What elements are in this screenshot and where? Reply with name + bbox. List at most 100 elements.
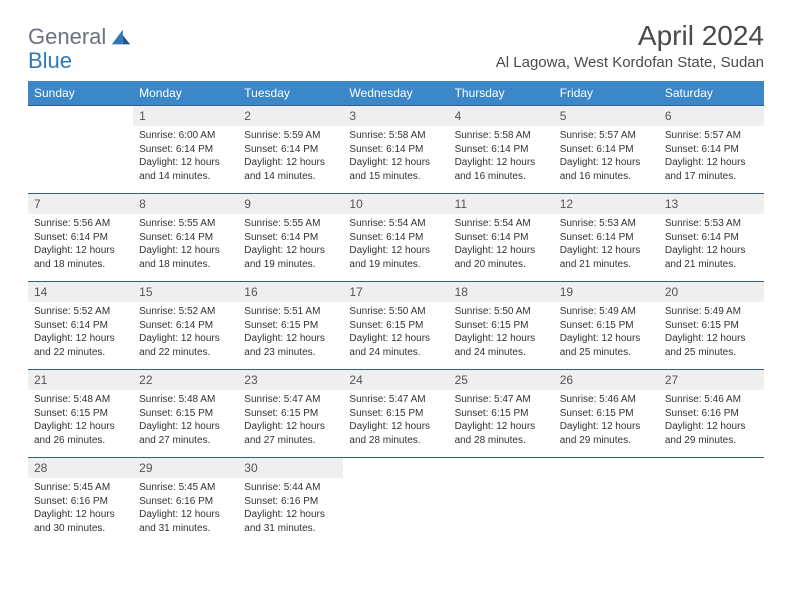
day-number: 19 — [554, 281, 659, 302]
day-number: 13 — [659, 193, 764, 214]
brand-text-general: General — [28, 24, 106, 50]
day-details: Sunrise: 5:59 AMSunset: 6:14 PMDaylight:… — [238, 126, 343, 189]
day-number-empty — [659, 457, 764, 477]
day-number: 27 — [659, 369, 764, 390]
day-details: Sunrise: 5:55 AMSunset: 6:14 PMDaylight:… — [238, 214, 343, 277]
day-number: 4 — [449, 105, 554, 126]
day-number: 25 — [449, 369, 554, 390]
calendar-cell: 2Sunrise: 5:59 AMSunset: 6:14 PMDaylight… — [238, 105, 343, 193]
calendar-cell: 21Sunrise: 5:48 AMSunset: 6:15 PMDayligh… — [28, 369, 133, 457]
day-details: Sunrise: 5:58 AMSunset: 6:14 PMDaylight:… — [343, 126, 448, 189]
calendar-cell — [449, 457, 554, 545]
day-number: 15 — [133, 281, 238, 302]
calendar-cell: 14Sunrise: 5:52 AMSunset: 6:14 PMDayligh… — [28, 281, 133, 369]
calendar-cell: 5Sunrise: 5:57 AMSunset: 6:14 PMDaylight… — [554, 105, 659, 193]
day-number: 6 — [659, 105, 764, 126]
day-number: 11 — [449, 193, 554, 214]
calendar-row: 1Sunrise: 6:00 AMSunset: 6:14 PMDaylight… — [28, 105, 764, 193]
calendar-cell: 11Sunrise: 5:54 AMSunset: 6:14 PMDayligh… — [449, 193, 554, 281]
day-number: 26 — [554, 369, 659, 390]
day-number: 16 — [238, 281, 343, 302]
day-number-empty — [554, 457, 659, 477]
weekday-monday: Monday — [133, 81, 238, 105]
calendar-cell: 13Sunrise: 5:53 AMSunset: 6:14 PMDayligh… — [659, 193, 764, 281]
calendar-cell: 27Sunrise: 5:46 AMSunset: 6:16 PMDayligh… — [659, 369, 764, 457]
calendar-cell: 3Sunrise: 5:58 AMSunset: 6:14 PMDaylight… — [343, 105, 448, 193]
brand-text-blue: Blue — [28, 48, 72, 73]
calendar-table: Sunday Monday Tuesday Wednesday Thursday… — [28, 81, 764, 545]
calendar-cell: 6Sunrise: 5:57 AMSunset: 6:14 PMDaylight… — [659, 105, 764, 193]
day-number: 23 — [238, 369, 343, 390]
day-details: Sunrise: 5:47 AMSunset: 6:15 PMDaylight:… — [343, 390, 448, 453]
brand-text-blue-wrap: Blue — [28, 48, 72, 74]
day-number-empty — [343, 457, 448, 477]
calendar-body: 1Sunrise: 6:00 AMSunset: 6:14 PMDaylight… — [28, 105, 764, 545]
calendar-cell: 12Sunrise: 5:53 AMSunset: 6:14 PMDayligh… — [554, 193, 659, 281]
weekday-header-row: Sunday Monday Tuesday Wednesday Thursday… — [28, 81, 764, 105]
day-details: Sunrise: 5:52 AMSunset: 6:14 PMDaylight:… — [133, 302, 238, 365]
day-number: 29 — [133, 457, 238, 478]
weekday-wednesday: Wednesday — [343, 81, 448, 105]
calendar-row: 28Sunrise: 5:45 AMSunset: 6:16 PMDayligh… — [28, 457, 764, 545]
day-details: Sunrise: 5:56 AMSunset: 6:14 PMDaylight:… — [28, 214, 133, 277]
day-details: Sunrise: 5:44 AMSunset: 6:16 PMDaylight:… — [238, 478, 343, 541]
day-details: Sunrise: 5:46 AMSunset: 6:16 PMDaylight:… — [659, 390, 764, 453]
day-details: Sunrise: 5:51 AMSunset: 6:15 PMDaylight:… — [238, 302, 343, 365]
day-number: 21 — [28, 369, 133, 390]
calendar-cell: 30Sunrise: 5:44 AMSunset: 6:16 PMDayligh… — [238, 457, 343, 545]
day-details: Sunrise: 5:54 AMSunset: 6:14 PMDaylight:… — [449, 214, 554, 277]
calendar-cell: 15Sunrise: 5:52 AMSunset: 6:14 PMDayligh… — [133, 281, 238, 369]
day-details: Sunrise: 5:49 AMSunset: 6:15 PMDaylight:… — [659, 302, 764, 365]
day-number: 17 — [343, 281, 448, 302]
day-details: Sunrise: 5:47 AMSunset: 6:15 PMDaylight:… — [449, 390, 554, 453]
calendar-cell: 16Sunrise: 5:51 AMSunset: 6:15 PMDayligh… — [238, 281, 343, 369]
calendar-cell: 8Sunrise: 5:55 AMSunset: 6:14 PMDaylight… — [133, 193, 238, 281]
day-number: 7 — [28, 193, 133, 214]
weekday-friday: Friday — [554, 81, 659, 105]
calendar-row: 14Sunrise: 5:52 AMSunset: 6:14 PMDayligh… — [28, 281, 764, 369]
day-details: Sunrise: 5:45 AMSunset: 6:16 PMDaylight:… — [28, 478, 133, 541]
day-number: 22 — [133, 369, 238, 390]
day-details: Sunrise: 5:57 AMSunset: 6:14 PMDaylight:… — [659, 126, 764, 189]
header: General April 2024 Al Lagowa, West Kordo… — [28, 20, 764, 71]
weekday-sunday: Sunday — [28, 81, 133, 105]
day-details: Sunrise: 5:48 AMSunset: 6:15 PMDaylight:… — [133, 390, 238, 453]
calendar-cell — [343, 457, 448, 545]
day-number: 14 — [28, 281, 133, 302]
day-number: 10 — [343, 193, 448, 214]
month-year: April 2024 — [496, 20, 764, 52]
calendar-cell: 9Sunrise: 5:55 AMSunset: 6:14 PMDaylight… — [238, 193, 343, 281]
day-number: 5 — [554, 105, 659, 126]
day-number: 20 — [659, 281, 764, 302]
title-block: April 2024 Al Lagowa, West Kordofan Stat… — [496, 20, 764, 71]
day-details: Sunrise: 5:53 AMSunset: 6:14 PMDaylight:… — [659, 214, 764, 277]
day-number: 18 — [449, 281, 554, 302]
calendar-cell: 20Sunrise: 5:49 AMSunset: 6:15 PMDayligh… — [659, 281, 764, 369]
day-number: 3 — [343, 105, 448, 126]
calendar-cell: 29Sunrise: 5:45 AMSunset: 6:16 PMDayligh… — [133, 457, 238, 545]
day-number: 30 — [238, 457, 343, 478]
day-details: Sunrise: 6:00 AMSunset: 6:14 PMDaylight:… — [133, 126, 238, 189]
calendar-cell: 23Sunrise: 5:47 AMSunset: 6:15 PMDayligh… — [238, 369, 343, 457]
day-details: Sunrise: 5:55 AMSunset: 6:14 PMDaylight:… — [133, 214, 238, 277]
day-details: Sunrise: 5:46 AMSunset: 6:15 PMDaylight:… — [554, 390, 659, 453]
calendar-cell: 24Sunrise: 5:47 AMSunset: 6:15 PMDayligh… — [343, 369, 448, 457]
calendar-row: 21Sunrise: 5:48 AMSunset: 6:15 PMDayligh… — [28, 369, 764, 457]
day-details: Sunrise: 5:57 AMSunset: 6:14 PMDaylight:… — [554, 126, 659, 189]
calendar-cell — [28, 105, 133, 193]
weekday-thursday: Thursday — [449, 81, 554, 105]
day-number-empty — [449, 457, 554, 477]
day-number-empty — [28, 105, 133, 125]
weekday-tuesday: Tuesday — [238, 81, 343, 105]
calendar-row: 7Sunrise: 5:56 AMSunset: 6:14 PMDaylight… — [28, 193, 764, 281]
calendar-cell: 22Sunrise: 5:48 AMSunset: 6:15 PMDayligh… — [133, 369, 238, 457]
day-number: 12 — [554, 193, 659, 214]
day-number: 8 — [133, 193, 238, 214]
day-details: Sunrise: 5:48 AMSunset: 6:15 PMDaylight:… — [28, 390, 133, 453]
brand-triangle-icon — [110, 26, 132, 48]
calendar-cell: 18Sunrise: 5:50 AMSunset: 6:15 PMDayligh… — [449, 281, 554, 369]
day-details: Sunrise: 5:47 AMSunset: 6:15 PMDaylight:… — [238, 390, 343, 453]
day-details: Sunrise: 5:52 AMSunset: 6:14 PMDaylight:… — [28, 302, 133, 365]
calendar-cell — [659, 457, 764, 545]
calendar-cell — [554, 457, 659, 545]
